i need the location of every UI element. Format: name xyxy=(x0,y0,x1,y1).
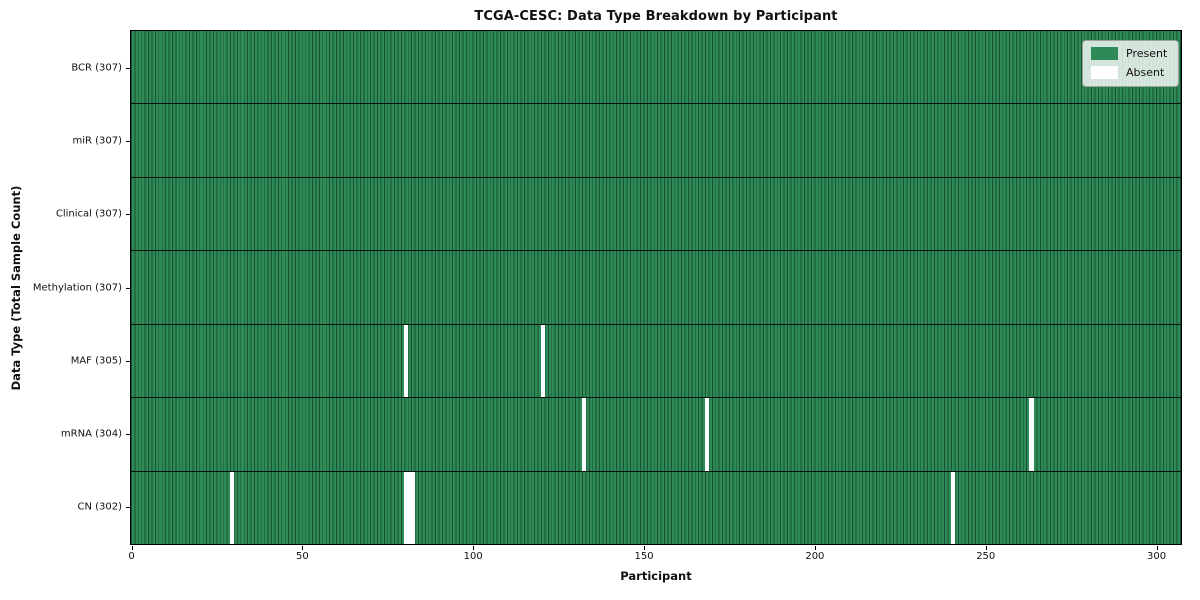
heatmap-plot-area xyxy=(130,30,1182,545)
absent-cell-MAF-120 xyxy=(540,324,545,398)
absent-cell-MAF-80 xyxy=(403,324,409,398)
x-tick-label-300: 300 xyxy=(1147,551,1167,562)
y-tick-label-miR: miR (307) xyxy=(72,135,122,147)
absent-cell-mRNA-132 xyxy=(581,398,586,471)
absent-cell-CN-82 xyxy=(410,471,416,544)
heatmap-row-mRNA xyxy=(131,398,1181,472)
y-tick-label-Methylation: Methylation (307) xyxy=(32,282,122,293)
y-tick-mark-MAF xyxy=(126,360,130,362)
absent-cell-mRNA-168 xyxy=(704,398,709,471)
x-tick-label-150: 150 xyxy=(634,551,654,562)
x-tick-mark-300 xyxy=(1156,545,1158,550)
legend-label-absent: Absent xyxy=(1126,66,1165,79)
y-tick-mark-CN xyxy=(126,506,130,508)
x-axis-label: Participant xyxy=(620,569,692,583)
heatmap-row-miR xyxy=(131,104,1181,178)
x-tick-label-100: 100 xyxy=(463,551,483,562)
chart-title: TCGA-CESC: Data Type Breakdown by Partic… xyxy=(474,9,838,24)
absent-swatch xyxy=(1091,66,1118,79)
x-tick-mark-50 xyxy=(302,545,304,550)
x-tick-mark-0 xyxy=(131,545,133,550)
y-tick-mark-BCR xyxy=(126,68,130,70)
absent-cell-CN-29 xyxy=(229,471,234,544)
x-tick-mark-150 xyxy=(644,545,646,550)
legend-entry-absent: Absent xyxy=(1091,66,1170,79)
heatmap-row-Clinical xyxy=(131,177,1181,252)
y-tick-mark-miR xyxy=(126,141,130,143)
y-tick-mark-Clinical xyxy=(126,214,130,216)
x-tick-mark-100 xyxy=(473,545,475,550)
heatmap-row-BCR xyxy=(131,31,1181,105)
absent-cell-CN-80 xyxy=(403,471,409,544)
legend-entry-present: Present xyxy=(1091,47,1170,60)
x-tick-label-50: 50 xyxy=(295,551,309,562)
absent-cell-mRNA-263 xyxy=(1029,398,1034,471)
legend: Present Absent xyxy=(1082,40,1179,87)
x-tick-label-0: 0 xyxy=(128,551,135,562)
heatmap-row-CN xyxy=(131,471,1181,544)
y-tick-mark-Methylation xyxy=(126,287,130,289)
absent-cell-CN-240 xyxy=(950,471,955,544)
y-tick-label-MAF: MAF (305) xyxy=(70,355,122,367)
present-swatch xyxy=(1091,47,1118,60)
heatmap-row-MAF xyxy=(131,324,1181,399)
x-tick-mark-200 xyxy=(814,545,816,550)
y-tick-mark-mRNA xyxy=(126,433,130,435)
legend-label-present: Present xyxy=(1126,47,1168,60)
y-tick-label-mRNA: mRNA (304) xyxy=(60,428,122,440)
x-tick-label-250: 250 xyxy=(976,551,996,562)
x-tick-label-200: 200 xyxy=(805,551,825,562)
y-tick-label-Clinical: Clinical (307) xyxy=(55,208,122,220)
x-tick-mark-250 xyxy=(985,545,987,550)
y-tick-label-BCR: BCR (307) xyxy=(71,62,122,74)
y-tick-label-CN: CN (302) xyxy=(77,501,122,513)
absent-cell-CN-81 xyxy=(407,471,412,544)
heatmap-row-Methylation xyxy=(131,251,1181,325)
